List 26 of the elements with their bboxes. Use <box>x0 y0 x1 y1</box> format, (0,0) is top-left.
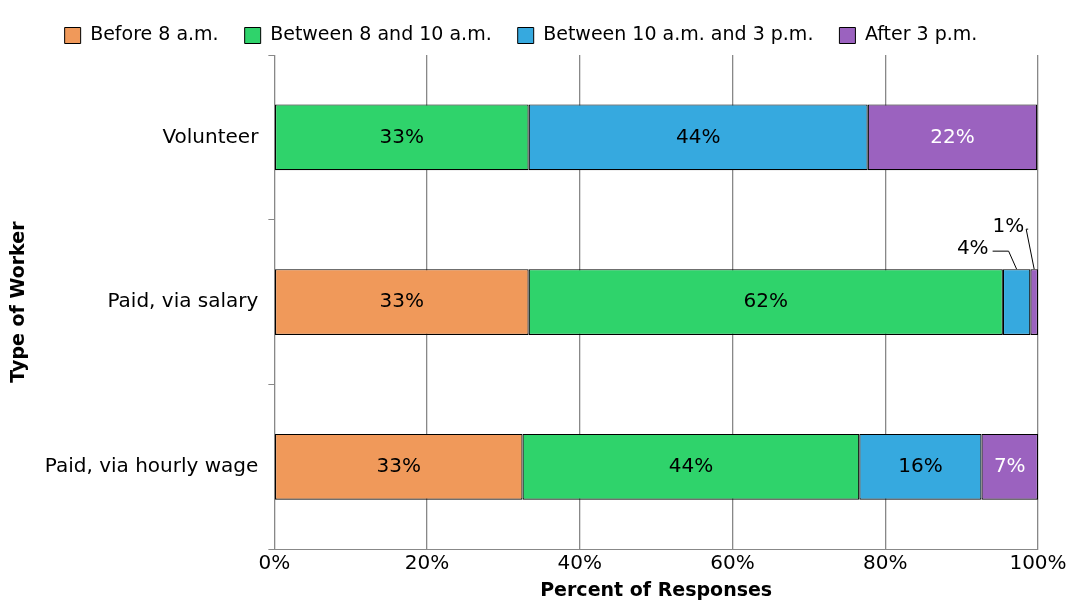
data-label: 22% <box>930 123 975 148</box>
x-tick-label: 0% <box>258 550 291 575</box>
data-label: 33% <box>379 123 425 148</box>
data-label: 1% <box>992 213 1025 238</box>
data-label: 44% <box>675 123 721 148</box>
data-label: 16% <box>898 453 943 478</box>
x-axis-title: Percent of Responses <box>540 577 773 600</box>
data-label: 44% <box>668 453 714 478</box>
y-tick-label: Paid, via salary <box>107 288 259 313</box>
y-axis-title: Type of Worker <box>6 220 29 383</box>
x-tick-label: 60% <box>710 550 755 575</box>
data-label: 4% <box>956 235 989 260</box>
x-tick-label: 80% <box>863 550 908 575</box>
data-label: 33% <box>376 453 422 478</box>
legend-label: After 3 p.m. <box>864 22 978 45</box>
data-label: 62% <box>743 288 788 313</box>
legend-label: Between 10 a.m. and 3 p.m. <box>543 22 814 45</box>
x-tick-label: 40% <box>557 550 603 575</box>
x-tick-label: 100% <box>1009 550 1067 575</box>
legend-label: Before 8 a.m. <box>90 22 219 45</box>
x-tick-label: 20% <box>404 550 450 575</box>
y-tick-label: Paid, via hourly wage <box>44 453 259 478</box>
data-label: 33% <box>379 288 425 313</box>
y-tick-label: Volunteer <box>162 123 260 148</box>
legend-label: Between 8 and 10 a.m. <box>270 22 492 45</box>
data-label: 7% <box>993 453 1026 478</box>
